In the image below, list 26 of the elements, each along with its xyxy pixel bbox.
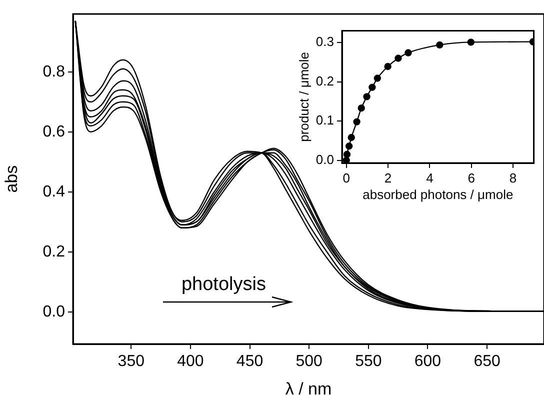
x-tick-label: 8 bbox=[509, 170, 517, 186]
x-tick-label: 550 bbox=[355, 353, 382, 370]
x-tick-label: 2 bbox=[384, 170, 392, 186]
x-tick-label: 600 bbox=[414, 353, 442, 370]
y-axis-title: abs bbox=[2, 165, 21, 193]
x-tick-label: 6 bbox=[468, 170, 475, 186]
x-tick-label: 0 bbox=[342, 170, 350, 186]
annotation: photolysis bbox=[181, 274, 266, 295]
x-tick-label: 450 bbox=[236, 353, 264, 370]
y-tick-label: 0.1 bbox=[316, 112, 334, 128]
y-axis-title: product / μmole bbox=[296, 52, 312, 142]
y-tick-label: 0.6 bbox=[42, 123, 66, 140]
y-tick-label: 0.4 bbox=[42, 183, 66, 200]
y-tick-label: 0.8 bbox=[42, 63, 66, 80]
x-tick-label: 500 bbox=[296, 353, 323, 370]
x-tick-label: 350 bbox=[118, 353, 145, 370]
x-tick-label: 4 bbox=[426, 170, 434, 186]
x-tick-label: 400 bbox=[177, 353, 204, 370]
y-tick-label: 0.2 bbox=[42, 243, 66, 260]
y-tick-label: 0.3 bbox=[316, 34, 334, 50]
x-axis-title: absorbed photons / μmole bbox=[362, 186, 514, 202]
y-tick-label: 0.2 bbox=[316, 73, 334, 88]
y-tick-label: 0.0 bbox=[42, 303, 66, 320]
x-axis-title: λ / nm bbox=[285, 379, 332, 398]
y-tick-label: 0.0 bbox=[316, 152, 334, 167]
x-tick-label: 650 bbox=[474, 353, 500, 370]
